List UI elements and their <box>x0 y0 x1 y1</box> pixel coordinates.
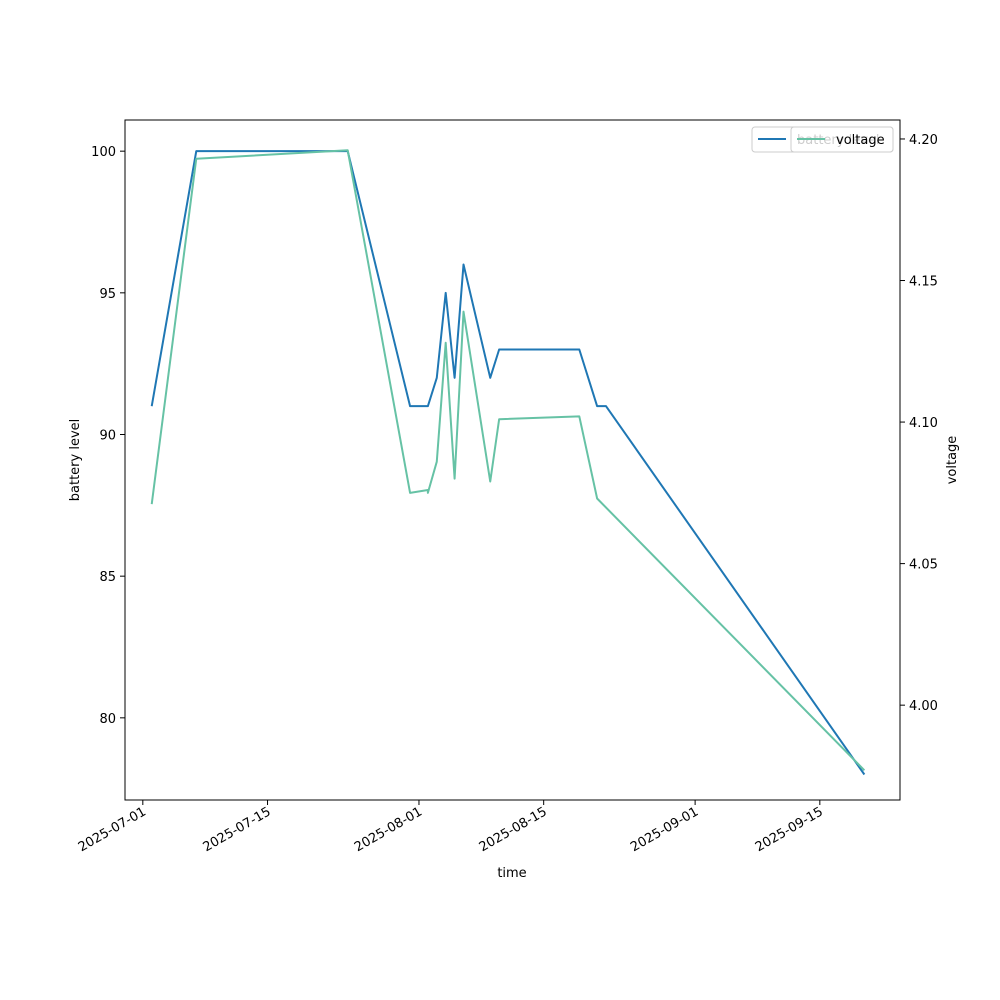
y-tick-label-left: 95 <box>99 287 116 302</box>
legend-box <box>790 126 894 153</box>
legend-right: voltage <box>790 126 894 153</box>
y-tick-label-left: 80 <box>99 712 116 727</box>
y-tick-label-right: 4.20 <box>909 133 938 148</box>
series-line-battery-level <box>150 150 866 776</box>
y-axis-title-right: voltage <box>945 436 960 485</box>
series-layer <box>150 149 866 776</box>
y-tick-label-left: 100 <box>91 145 116 160</box>
y-tick-label-right: 4.10 <box>909 416 938 431</box>
legend-label: voltage <box>836 133 885 148</box>
y-tick-label-right: 4.15 <box>909 275 938 290</box>
y-tick-label-left: 90 <box>99 429 116 444</box>
y-axis-left: 80 85 90 95 100 <box>91 145 125 727</box>
plot-frame <box>124 119 901 801</box>
y-axis-title-left: battery level <box>68 419 83 502</box>
series-line-voltage <box>150 149 866 771</box>
x-axis-title: time <box>497 866 526 881</box>
y-axis-right: 4.00 4.05 4.10 4.15 4.20 <box>900 133 938 714</box>
y-tick-label-left: 85 <box>99 570 116 585</box>
y-tick-label-right: 4.05 <box>909 558 938 573</box>
y-tick-label-right: 4.00 <box>909 699 938 714</box>
